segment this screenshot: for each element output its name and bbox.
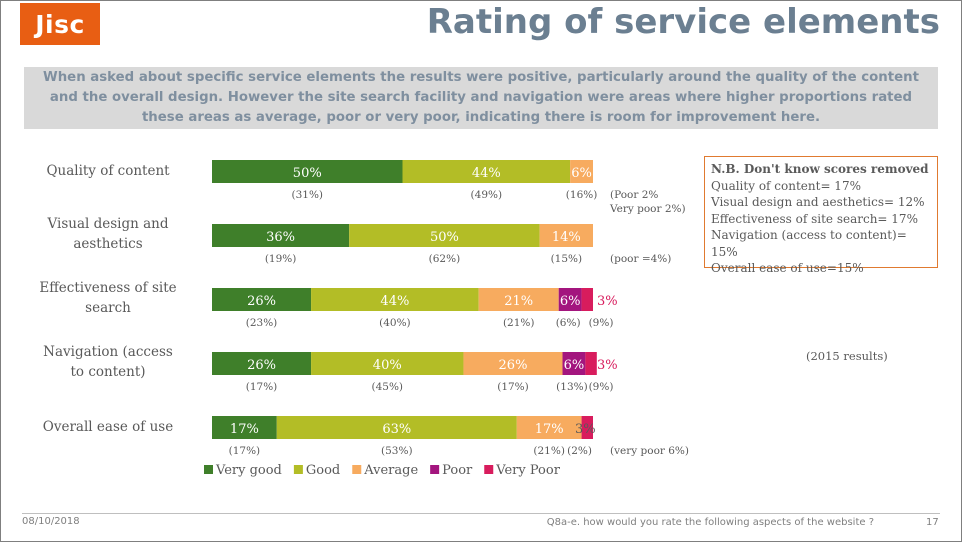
footer-divider (22, 513, 940, 514)
row-note: (very poor 6%) (610, 445, 689, 457)
row-note: (poor =4%) (610, 253, 671, 265)
prev-year-label: (6%) (556, 317, 581, 329)
segment-value-label: 50% (293, 166, 322, 181)
row-note: (Poor 2% (610, 189, 658, 201)
results-2015-label: (2015 results) (806, 349, 888, 363)
dont-know-note: N.B. Don't know scores removed Quality o… (704, 156, 938, 275)
bar-segment (516, 416, 582, 439)
segment-value-label: 3% (575, 422, 596, 437)
prev-year-label: (62%) (429, 253, 461, 265)
bar-segment (311, 352, 464, 375)
legend-label: Very Poor (495, 463, 560, 478)
segment-value-label: 6% (571, 166, 592, 181)
segment-value-label: 14% (552, 230, 581, 245)
row-note: Very poor 2%) (609, 203, 686, 215)
segment-value-label: 40% (373, 358, 402, 373)
bar-segment (276, 416, 517, 439)
legend-label: Good (306, 463, 340, 478)
segment-value-label: 3% (597, 294, 618, 309)
segment-value-label: 44% (472, 166, 501, 181)
bar-segment (562, 352, 586, 375)
prev-year-label: (16%) (566, 189, 598, 201)
prev-year-label: (17%) (497, 381, 529, 393)
footer-date: 08/10/2018 (22, 516, 80, 527)
category-label: Quality of content (46, 163, 170, 179)
note-line: Quality of content= 17% (711, 178, 861, 193)
note-line: Effectiveness of site search= 17% (711, 211, 918, 226)
bar-segment (402, 160, 571, 183)
prev-year-label: (21%) (533, 445, 565, 457)
prev-year-label: (17%) (229, 445, 261, 457)
bar-segment (570, 160, 593, 183)
prev-year-label: (17%) (246, 381, 278, 393)
note-heading: N.B. Don't know scores removed (711, 162, 929, 176)
note-line: Overall ease of use=15% (711, 261, 864, 275)
legend-label: Very good (215, 463, 282, 478)
bar-segment (212, 288, 312, 311)
footer-question: Q8a-e. how would you rate the following … (546, 517, 874, 528)
legend-swatch (352, 465, 362, 474)
bar-segment (212, 160, 403, 183)
prev-year-label: (19%) (265, 253, 297, 265)
category-label: Overall ease of use (42, 419, 174, 435)
prev-year-label: (45%) (371, 381, 403, 393)
prev-year-label: (2%) (567, 445, 592, 457)
category-label: Visual design and aesthetics (47, 216, 169, 252)
segment-value-label: 36% (266, 230, 295, 245)
legend-swatch (484, 465, 494, 474)
bar-segment (463, 352, 563, 375)
segment-value-label: 50% (430, 230, 459, 245)
segment-value-label: 26% (247, 294, 276, 309)
bar-segment (212, 224, 350, 247)
prev-year-label: (49%) (471, 189, 503, 201)
bar-segment (581, 416, 593, 439)
bar-segment (539, 224, 593, 247)
prev-year-label: (40%) (379, 317, 411, 329)
segment-value-label: 26% (499, 358, 528, 373)
prev-year-label: (15%) (551, 253, 583, 265)
bar-segment (558, 288, 582, 311)
bar-segment (212, 416, 277, 439)
segment-value-label: 3% (597, 358, 618, 373)
prev-year-label: (21%) (503, 317, 535, 329)
legend-swatch (430, 465, 440, 474)
summary-box: When asked about specific service elemen… (24, 67, 938, 129)
segment-value-label: 17% (535, 422, 564, 437)
prev-year-label: (23%) (246, 317, 278, 329)
category-label: Navigation (access to content) (43, 344, 173, 380)
prev-year-label: (9%) (589, 317, 614, 329)
legend-swatch (293, 465, 303, 474)
bar-segment (212, 352, 312, 375)
legend-label: Poor (442, 463, 473, 478)
prev-year-label: (13%) (556, 381, 588, 393)
note-line: Visual design and aesthetics= 12% (711, 195, 925, 209)
segment-value-label: 6% (560, 294, 581, 309)
bar-segment (581, 288, 593, 311)
bar-segment (478, 288, 559, 311)
segment-value-label: 26% (247, 358, 276, 373)
category-label: Effectiveness of site search (39, 280, 177, 316)
jisc-logo: Jisc (20, 3, 100, 45)
segment-value-label: 63% (382, 422, 411, 437)
prev-year-label: (9%) (589, 381, 614, 393)
page-number: 17 (926, 517, 939, 528)
segment-value-label: 21% (504, 294, 533, 309)
segment-value-label: 6% (564, 358, 585, 373)
page-title: Rating of service elements (426, 2, 940, 42)
bar-segment (349, 224, 540, 247)
prev-year-label: (53%) (381, 445, 413, 457)
prev-year-label: (31%) (291, 189, 323, 201)
segment-value-label: 44% (380, 294, 409, 309)
bar-segment (311, 288, 479, 311)
bar-segment (585, 352, 597, 375)
segment-value-label: 17% (230, 422, 259, 437)
legend-label: Average (363, 463, 418, 478)
note-line: Navigation (access to content)= 15% (711, 228, 907, 259)
legend-swatch (204, 465, 213, 474)
